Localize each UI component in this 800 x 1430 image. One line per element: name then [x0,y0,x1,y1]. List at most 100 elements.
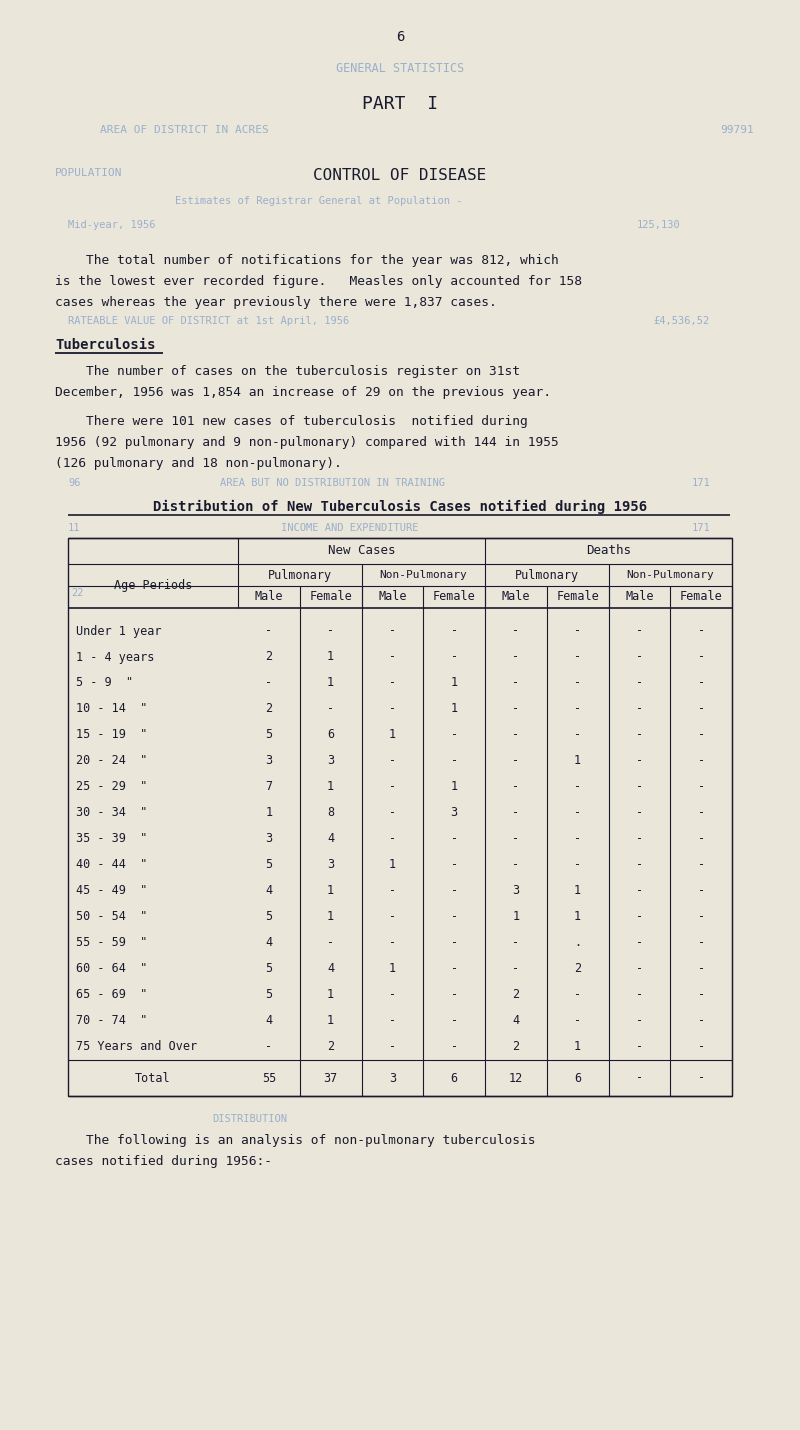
Text: -: - [698,832,705,845]
Text: 6: 6 [450,1071,458,1084]
Text: -: - [636,988,643,1001]
Text: Male: Male [378,591,406,603]
Text: 60 - 64  ": 60 - 64 " [76,962,147,975]
Text: -: - [574,807,581,819]
Text: 5: 5 [266,858,273,871]
Text: 5: 5 [266,911,273,924]
Text: 125,130: 125,130 [636,220,680,230]
Text: -: - [574,702,581,715]
Text: 4: 4 [266,1014,273,1028]
Text: -: - [266,625,273,638]
Text: 1: 1 [450,781,458,794]
Text: -: - [574,832,581,845]
Text: Non-Pulmonary: Non-Pulmonary [379,571,467,581]
Text: Female: Female [680,591,722,603]
Text: 3: 3 [512,885,519,898]
Text: Distribution of New Tuberculosis Cases notified during 1956: Distribution of New Tuberculosis Cases n… [153,500,647,515]
Text: 4: 4 [266,885,273,898]
Text: -: - [450,755,458,768]
Text: AREA OF DISTRICT IN ACRES: AREA OF DISTRICT IN ACRES [100,124,269,134]
Text: Tuberculosis: Tuberculosis [55,337,155,352]
Text: -: - [574,858,581,871]
Text: 2: 2 [327,1041,334,1054]
Text: 1: 1 [574,911,581,924]
Text: -: - [327,702,334,715]
Text: 2: 2 [512,1041,519,1054]
Text: 4: 4 [512,1014,519,1028]
Text: -: - [636,781,643,794]
Text: -: - [266,676,273,689]
Text: -: - [698,755,705,768]
Text: Mid-year, 1956: Mid-year, 1956 [68,220,155,230]
Text: 12: 12 [509,1071,523,1084]
Text: 1: 1 [574,885,581,898]
Text: The number of cases on the tuberculosis register on 31st: The number of cases on the tuberculosis … [55,365,520,378]
Text: -: - [636,1071,643,1084]
Text: -: - [574,781,581,794]
Text: 6: 6 [574,1071,581,1084]
Text: 30 - 34  ": 30 - 34 " [76,807,147,819]
Text: cases notified during 1956:-: cases notified during 1956:- [55,1155,272,1168]
Text: -: - [698,728,705,742]
Text: 55: 55 [262,1071,276,1084]
Text: 1: 1 [389,962,396,975]
Text: -: - [574,1014,581,1028]
Text: Non-Pulmonary: Non-Pulmonary [626,571,714,581]
Text: 1: 1 [574,1041,581,1054]
Text: -: - [512,625,519,638]
Text: -: - [450,911,458,924]
Text: 1: 1 [450,702,458,715]
Text: -: - [512,755,519,768]
Text: -: - [698,676,705,689]
Text: -: - [636,651,643,664]
Text: 1: 1 [389,728,396,742]
Text: 171: 171 [691,478,710,488]
Text: Pulmonary: Pulmonary [268,569,332,582]
Text: -: - [450,962,458,975]
Text: INCOME AND EXPENDITURE: INCOME AND EXPENDITURE [282,523,418,533]
Text: -: - [512,651,519,664]
Text: 7: 7 [266,781,273,794]
Text: -: - [389,937,396,950]
Text: (126 pulmonary and 18 non-pulmonary).: (126 pulmonary and 18 non-pulmonary). [55,458,342,470]
Text: 3: 3 [389,1071,396,1084]
Text: -: - [512,962,519,975]
Text: Female: Female [310,591,352,603]
Text: -: - [698,1071,705,1084]
Text: -: - [698,937,705,950]
Text: -: - [636,832,643,845]
Text: -: - [450,988,458,1001]
Text: -: - [389,885,396,898]
Text: 1 - 4 years: 1 - 4 years [76,651,154,664]
Text: 2: 2 [266,651,273,664]
Text: Estimates of Registrar General at Population -: Estimates of Registrar General at Popula… [175,196,462,206]
Text: -: - [450,858,458,871]
Text: -: - [636,1041,643,1054]
Text: 5: 5 [266,988,273,1001]
Text: Female: Female [556,591,599,603]
Text: Deaths: Deaths [586,545,631,558]
Text: -: - [698,885,705,898]
Text: 4: 4 [327,832,334,845]
Text: -: - [389,832,396,845]
Text: -: - [450,937,458,950]
Bar [68,538,732,1095]
Text: -: - [389,911,396,924]
Text: Male: Male [254,591,283,603]
Text: -: - [389,625,396,638]
Text: 1: 1 [574,755,581,768]
Text: Pulmonary: Pulmonary [514,569,579,582]
Text: 3: 3 [266,755,273,768]
Text: -: - [512,728,519,742]
Text: 171: 171 [691,523,710,533]
Text: -: - [512,832,519,845]
Text: -: - [450,625,458,638]
Text: The total number of notifications for the year was 812, which: The total number of notifications for th… [55,255,558,267]
Text: -: - [450,885,458,898]
Text: The following is an analysis of non-pulmonary tuberculosis: The following is an analysis of non-pulm… [55,1134,535,1147]
Text: -: - [698,911,705,924]
Text: AREA BUT NO DISTRIBUTION IN TRAINING: AREA BUT NO DISTRIBUTION IN TRAINING [220,478,445,488]
Text: -: - [450,728,458,742]
Text: -: - [698,858,705,871]
Text: POPULATION: POPULATION [55,167,122,177]
